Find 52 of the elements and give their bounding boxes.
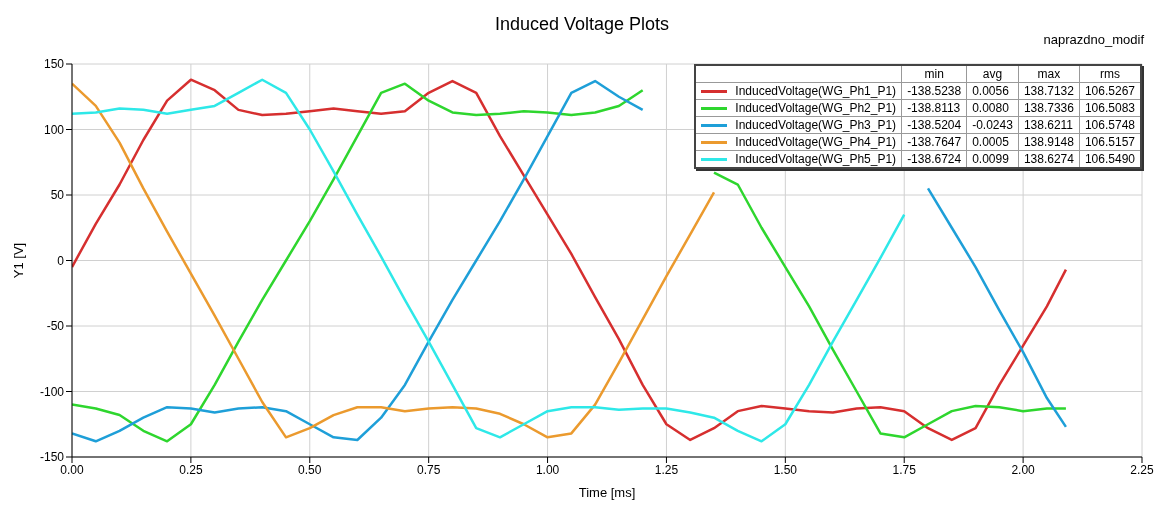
x-tick-label: 0.75 (416, 462, 441, 477)
x-tick-label: 0.00 (60, 462, 84, 477)
y-axis-title: Y1 [V] (10, 242, 26, 279)
x-tick-label: 1.25 (654, 462, 679, 477)
annotation: avg (966, 65, 1019, 83)
chart-title: Induced Voltage Plots (494, 14, 670, 34)
annotation: -138.8113 (901, 99, 967, 117)
y-tick-label: -150 (39, 450, 65, 465)
annotation: -138.5204 (901, 116, 967, 134)
legend-label: InducedVoltage(WG_Ph4_P1) (695, 133, 902, 151)
annotation: 106.5083 (1079, 99, 1141, 117)
annotation: min (901, 65, 967, 83)
x-tick-label: 1.75 (892, 462, 917, 477)
x-tick-label: 2.00 (1011, 462, 1036, 477)
x-axis-title: Time [ms] (578, 485, 636, 500)
annotation: 0.0099 (966, 150, 1019, 168)
annotation: 138.6274 (1018, 150, 1080, 168)
y-tick-label: 100 (43, 122, 65, 137)
y-tick-label: 150 (43, 57, 65, 72)
annotation: 138.7336 (1018, 99, 1080, 117)
annotation: 106.5490 (1079, 150, 1141, 168)
annotation: 106.5267 (1079, 82, 1141, 100)
x-tick-label: 2.25 (1130, 462, 1154, 477)
y-tick-label: 50 (50, 188, 65, 203)
x-tick-label: 1.00 (535, 462, 560, 477)
annotation: 0.0005 (966, 133, 1019, 151)
x-tick-label: 1.50 (773, 462, 798, 477)
annotation: 138.9148 (1018, 133, 1080, 151)
annotation: -0.0243 (966, 116, 1019, 134)
annotation: -138.7647 (901, 133, 967, 151)
line-series (72, 82, 716, 439)
x-tick-label: 0.25 (179, 462, 203, 477)
annotation: 0.0080 (966, 99, 1019, 117)
annotation: 138.7132 (1018, 82, 1080, 100)
y-tick-label: 0 (57, 253, 65, 268)
chart-subtitle: naprazdno_modif (1043, 32, 1144, 47)
legend-label: InducedVoltage(WG_Ph2_P1) (695, 99, 902, 117)
annotation: max (1018, 65, 1080, 83)
annotation: 106.5157 (1079, 133, 1141, 151)
annotation: 106.5748 (1079, 116, 1141, 134)
line-series (72, 78, 906, 443)
y-tick-label: -50 (46, 319, 65, 334)
annotation: rms (1079, 65, 1141, 83)
annotation: 0.0056 (966, 82, 1019, 100)
legend-label: InducedVoltage(WG_Ph3_P1) (695, 116, 902, 134)
annotation: -138.5238 (901, 82, 967, 100)
x-tick-label: 0.50 (298, 462, 322, 477)
legend-label: InducedVoltage(WG_Ph1_P1) (695, 82, 902, 100)
annotation: 138.6211 (1018, 116, 1080, 134)
legend-label: InducedVoltage(WG_Ph5_P1) (695, 150, 902, 168)
annotation: -138.6724 (901, 150, 967, 168)
y-tick-label: -100 (39, 384, 65, 399)
